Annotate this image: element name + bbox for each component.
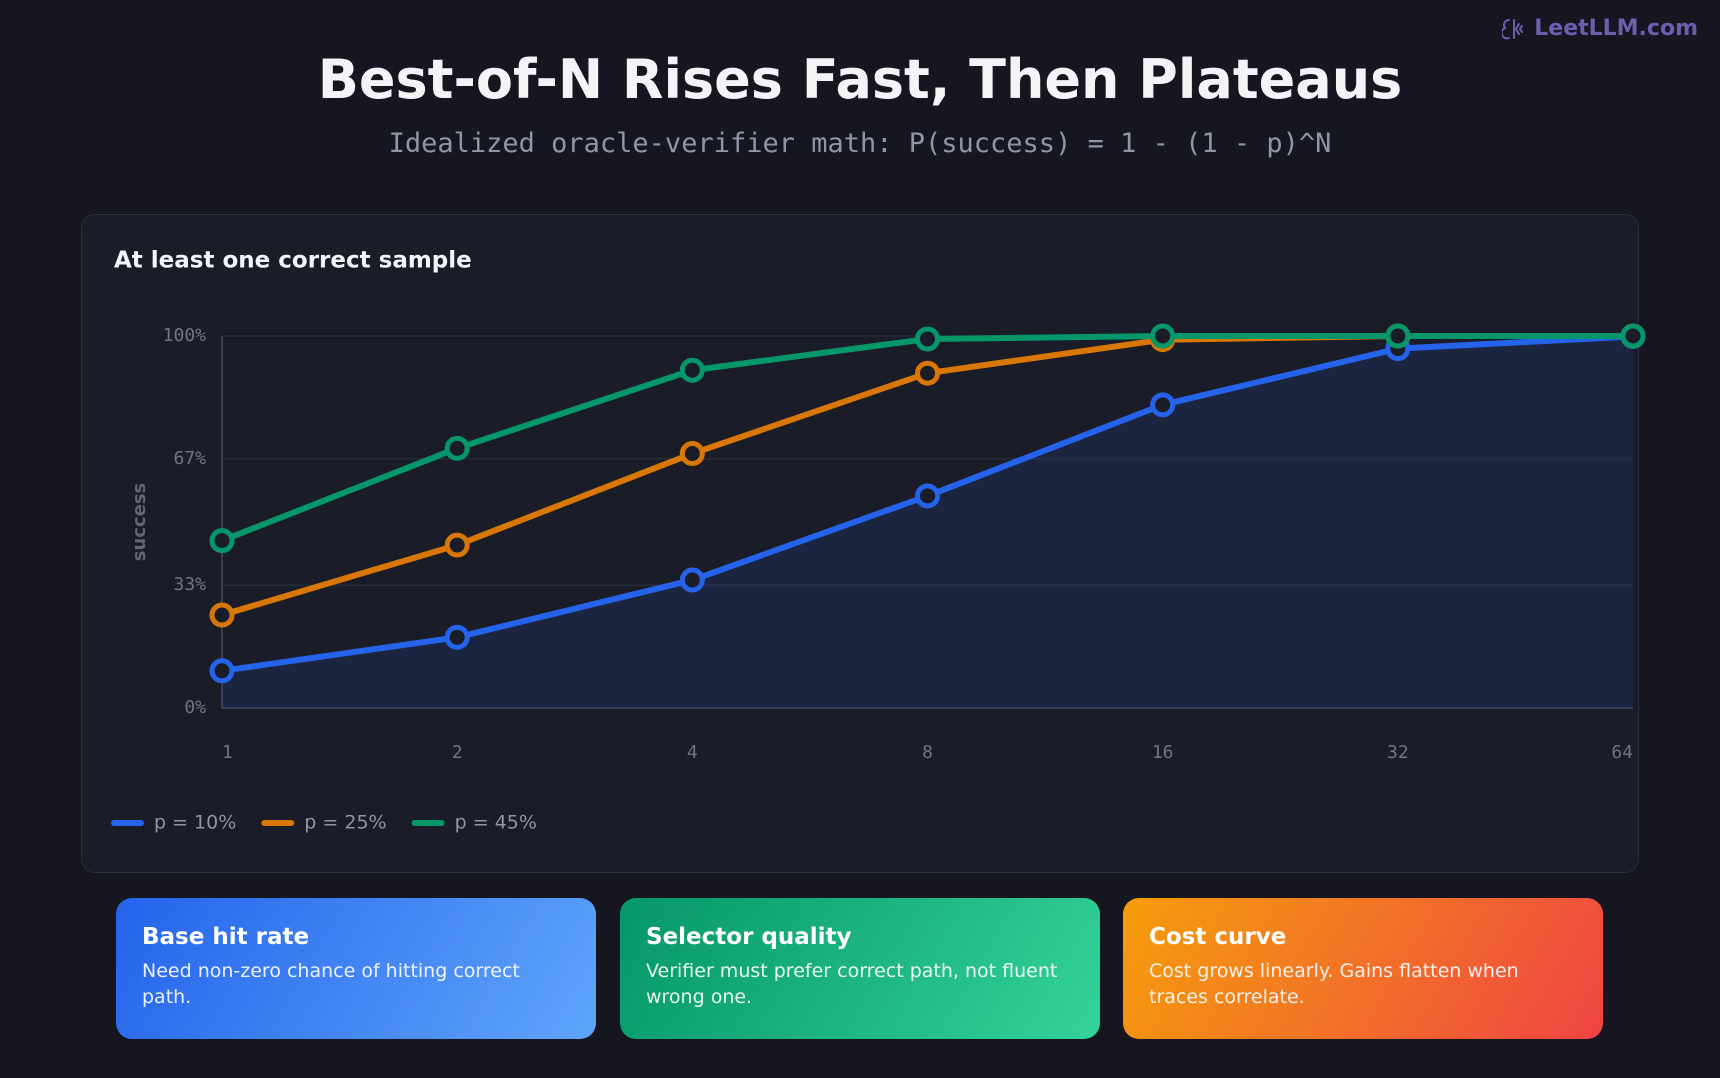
card-title: Selector quality bbox=[646, 924, 852, 950]
marker bbox=[915, 326, 940, 352]
brand: LeetLLM.com bbox=[1502, 16, 1698, 41]
x-tick-label: 16 bbox=[1152, 742, 1174, 763]
card-title: Cost curve bbox=[1149, 924, 1287, 950]
x-tick-label: 8 bbox=[922, 742, 933, 763]
y-tick-label: 33% bbox=[173, 574, 206, 595]
x-tick-label: 32 bbox=[1387, 742, 1409, 763]
x-tick-label: 1 bbox=[222, 742, 233, 763]
brand-text: LeetLLM.com bbox=[1534, 16, 1698, 41]
marker bbox=[444, 532, 470, 558]
marker bbox=[209, 658, 235, 684]
legend-label: p = 25% bbox=[304, 812, 386, 834]
marker bbox=[209, 528, 235, 554]
marker bbox=[444, 624, 470, 650]
card: Cost curve Cost grows linearly. Gains fl… bbox=[1123, 898, 1603, 1039]
marker bbox=[209, 602, 235, 628]
marker bbox=[679, 357, 705, 383]
marker bbox=[679, 567, 705, 593]
brand-icon bbox=[1502, 18, 1524, 39]
marker bbox=[1620, 323, 1646, 349]
marker bbox=[1150, 392, 1176, 418]
card-text: Need non-zero chance of hitting correct … bbox=[142, 960, 520, 1008]
y-axis-label: success bbox=[129, 483, 150, 562]
chart-panel bbox=[81, 214, 1639, 873]
y-tick-label: 0% bbox=[184, 697, 206, 718]
x-tick-label: 4 bbox=[687, 742, 698, 763]
marker bbox=[444, 435, 470, 461]
marker bbox=[915, 483, 940, 509]
card-title: Base hit rate bbox=[142, 924, 310, 950]
area bbox=[222, 336, 1633, 708]
panel-title: At least one correct sample bbox=[114, 248, 472, 274]
x-tick-label: 64 bbox=[1611, 742, 1633, 763]
marker bbox=[1150, 323, 1176, 349]
card-text: Verifier must prefer correct path, not f… bbox=[646, 960, 1058, 1008]
legend-label: p = 45% bbox=[455, 812, 537, 834]
marker bbox=[679, 441, 705, 467]
card-text: Cost grows linearly. Gains flatten when … bbox=[1149, 960, 1519, 1008]
card: Base hit rate Need non-zero chance of hi… bbox=[116, 898, 596, 1039]
y-tick-label: 100% bbox=[163, 325, 207, 346]
marker bbox=[1385, 323, 1411, 349]
subtitle: Idealized oracle-verifier math: P(succes… bbox=[388, 128, 1332, 159]
legend-label: p = 10% bbox=[154, 812, 236, 834]
card: Selector quality Verifier must prefer co… bbox=[620, 898, 1100, 1039]
y-tick-label: 67% bbox=[173, 448, 206, 469]
marker bbox=[915, 360, 940, 386]
x-tick-label: 2 bbox=[452, 742, 463, 763]
title: Best-of-N Rises Fast, Then Plateaus bbox=[317, 48, 1403, 111]
